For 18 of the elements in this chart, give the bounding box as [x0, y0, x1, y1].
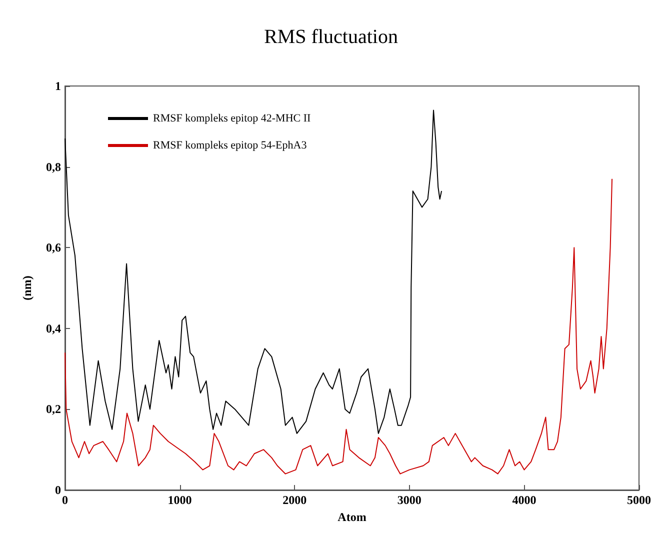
legend-label: RMSF kompleks epitop 54-EphA3 [153, 140, 308, 152]
x-tick-label: 1000 [168, 493, 192, 507]
legend-label: RMSF kompleks epitop 42-MHC II [153, 112, 312, 124]
y-tick-label: 0 [55, 483, 61, 497]
x-tick-label: 5000 [627, 493, 651, 507]
y-tick-label: 1 [55, 79, 61, 93]
x-tick-label: 2000 [282, 493, 307, 507]
y-tick-label: 0,8 [46, 160, 61, 174]
line-series [64, 110, 442, 434]
y-tick-label: 0,6 [46, 240, 61, 255]
line-series [64, 178, 613, 474]
x-axis-title: Atom [338, 510, 366, 524]
y-axis-title: (nm) [20, 276, 34, 300]
chart-title: RMS fluctuation [264, 26, 398, 48]
y-tick-label: 0,2 [46, 402, 61, 416]
x-tick-label: 4000 [512, 493, 536, 507]
y-tick-label: 0,4 [46, 321, 61, 336]
x-tick-label: 3000 [397, 493, 422, 507]
